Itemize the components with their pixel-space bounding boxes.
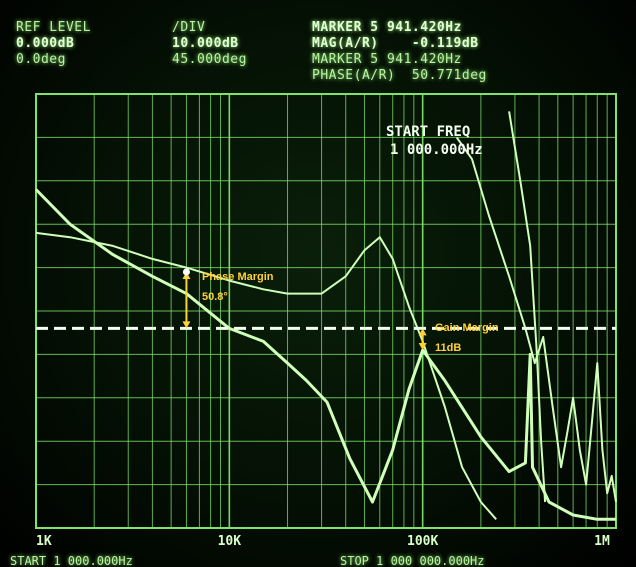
phase-margin-dot xyxy=(182,268,190,276)
ref-level-phase: 0.0deg xyxy=(16,52,66,67)
plot-grid xyxy=(35,93,617,529)
phase-margin-value: 50.8° xyxy=(202,291,228,303)
trace-2 xyxy=(35,231,497,520)
gain_margin-arrow-head-top xyxy=(418,328,427,336)
x-tick-label: 1K xyxy=(36,534,52,549)
footer-stop: STOP 1 000 000.000Hz xyxy=(340,554,485,567)
gain-margin-label: Gain Margin xyxy=(435,322,499,334)
phase-margin-label: Phase Margin xyxy=(202,271,274,283)
x-tick-label: 10K xyxy=(218,534,242,549)
marker-line-4: PHASE(A/R) 50.771deg xyxy=(312,68,487,83)
start-freq-label: START FREQ xyxy=(386,124,470,140)
start-freq-value: 1 000.000Hz xyxy=(390,142,483,158)
x-tick-label: 100K xyxy=(407,534,438,549)
marker-line-1: MARKER 5 941.420Hz xyxy=(312,20,462,35)
div-label: /DIV xyxy=(172,20,206,35)
footer-start: START 1 000.000Hz xyxy=(10,554,133,567)
gain_margin-arrow-head-bottom xyxy=(418,343,427,351)
x-tick-labels: 1K 10K 100K 1M xyxy=(36,534,610,549)
plot-traces xyxy=(34,111,617,521)
ref-level-label: REF LEVEL xyxy=(16,20,91,35)
marker-line-3: MARKER 5 941.420Hz xyxy=(312,52,462,67)
div-phase: 45.000deg xyxy=(172,52,247,67)
trace-3 xyxy=(455,136,617,503)
div-mag: 10.000dB xyxy=(172,36,239,51)
x-tick-label: 1M xyxy=(594,534,610,549)
gain-margin-value: 11dB xyxy=(435,342,461,354)
trace-4 xyxy=(508,111,547,503)
phase_margin-arrow-head-bottom xyxy=(182,321,191,329)
ref-level-mag: 0.000dB xyxy=(16,36,75,51)
plot-markers xyxy=(182,268,427,351)
marker-line-2: MAG(A/R) -0.119dB xyxy=(312,36,479,51)
